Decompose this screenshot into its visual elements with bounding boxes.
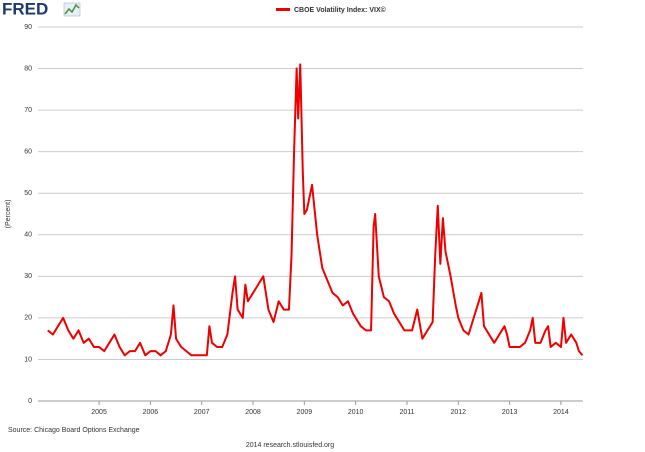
legend-swatch <box>276 8 290 11</box>
x-tick-label: 2008 <box>245 409 261 416</box>
y-tick-label: 70 <box>24 107 32 114</box>
x-tick-label: 2007 <box>194 409 210 416</box>
logo: FRED <box>2 0 48 18</box>
y-tick-label: 20 <box>24 315 32 322</box>
x-tick-label: 2012 <box>451 409 467 416</box>
y-tick-label: 50 <box>24 190 32 197</box>
y-axis-label: (Percent) <box>5 200 12 229</box>
y-tick-label: 40 <box>24 232 32 239</box>
x-tick-label: 2013 <box>502 409 518 416</box>
y-tick-label: 80 <box>24 65 32 72</box>
y-tick-label: 90 <box>24 24 32 31</box>
x-tick-label: 2010 <box>348 409 364 416</box>
footer: 2014 research.stlouisfed.org <box>246 442 334 449</box>
y-tick-label: 30 <box>24 273 32 280</box>
data-line <box>47 63 584 357</box>
x-tick-label: 2011 <box>399 409 414 416</box>
logo-icon <box>63 2 81 17</box>
x-tick-label: 2006 <box>143 409 159 416</box>
legend-label: CBOE Volatility Index: VIX© <box>294 6 387 14</box>
y-tick-label: 10 <box>24 356 32 363</box>
x-tick-label: 2005 <box>91 409 107 416</box>
source: Source: Chicago Board Options Exchange <box>8 427 140 434</box>
y-tick-label: 60 <box>24 149 32 156</box>
x-tick-label: 2009 <box>297 409 313 416</box>
y-tick-label: 0 <box>28 398 32 405</box>
x-tick-label: 2014 <box>553 409 569 416</box>
